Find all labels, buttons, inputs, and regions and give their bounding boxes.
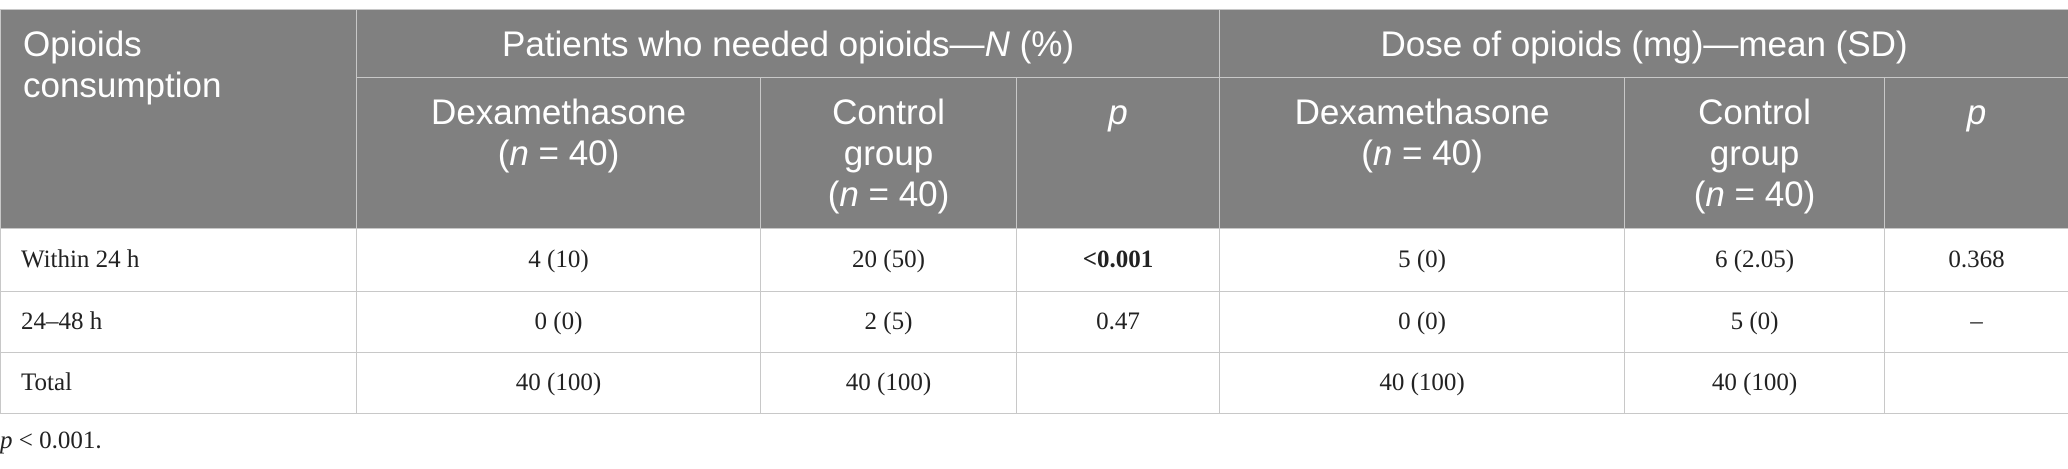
col-header-dexamethasone-dose: Dexamethasone (n = 40) <box>1219 77 1626 229</box>
table-cell: 5 (0) <box>1624 291 1886 353</box>
col-header-p-patients: p <box>1015 77 1221 229</box>
table-cell: <0.001 <box>1015 228 1221 292</box>
group-header-patients: Patients who needed opioids—N (%) <box>355 9 1221 78</box>
table-cell <box>1884 352 2068 414</box>
table-cell: 20 (50) <box>760 228 1017 292</box>
table-cell: 2 (5) <box>760 291 1017 353</box>
table-row: Total 40 (100) 40 (100) 40 (100) 40 (100… <box>0 352 2068 414</box>
table-cell <box>1015 352 1221 414</box>
table-cell: 40 (100) <box>356 352 761 414</box>
table-cell: 5 (0) <box>1219 228 1626 292</box>
table-cell: 40 (100) <box>760 352 1017 414</box>
table-cell: 40 (100) <box>1624 352 1886 414</box>
col-header-dexamethasone-patients: Dexamethasone (n = 40) <box>356 77 761 229</box>
table-cell: – <box>1884 291 2068 353</box>
col-header-p-dose: p <box>1884 77 2068 229</box>
group-header-dose: Dose of opioids (mg)—mean (SD) <box>1219 9 2068 78</box>
stub-header: Opioids consumption <box>0 9 357 229</box>
table-cell: 40 (100) <box>1219 352 1626 414</box>
table-footnote: p < 0.001. <box>0 427 102 454</box>
row-label: Within 24 h <box>0 228 357 292</box>
stub-header-text: Opioids consumption <box>23 25 222 105</box>
row-label: 24–48 h <box>0 291 357 353</box>
table-cell: 6 (2.05) <box>1624 228 1886 292</box>
table-cell: 0.368 <box>1884 228 2068 292</box>
table-cell: 0 (0) <box>356 291 761 353</box>
table-row: Within 24 h 4 (10) 20 (50) <0.001 5 (0) … <box>0 228 2068 292</box>
table-cell: 0.47 <box>1015 291 1221 353</box>
col-header-control-patients: Control group (n = 40) <box>760 77 1017 229</box>
row-label: Total <box>0 352 357 414</box>
col-header-control-dose: Control group (n = 40) <box>1624 77 1886 229</box>
opioids-table: Opioids consumption Patients who needed … <box>0 9 2068 414</box>
table-body: Within 24 h 4 (10) 20 (50) <0.001 5 (0) … <box>0 228 2068 414</box>
table-cell: 0 (0) <box>1219 291 1626 353</box>
table-cell: 4 (10) <box>356 228 761 292</box>
table-row: 24–48 h 0 (0) 2 (5) 0.47 0 (0) 5 (0) – <box>0 291 2068 353</box>
table-header: Opioids consumption Patients who needed … <box>0 9 2068 229</box>
